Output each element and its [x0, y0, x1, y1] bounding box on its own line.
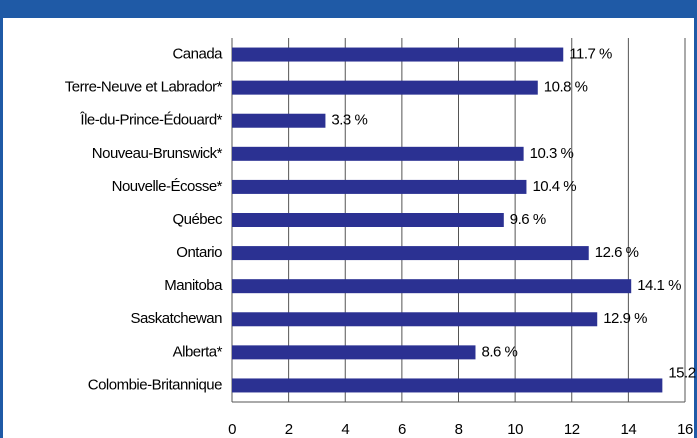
- y-tick-label: Nouvelle-Écosse*: [112, 178, 223, 195]
- bar: [232, 47, 564, 62]
- y-tick-label: Île-du-Prince-Édouard*: [79, 112, 222, 129]
- y-tick-label: Colombie-Britannique: [88, 376, 222, 393]
- bar: [232, 246, 589, 261]
- bar: [232, 80, 538, 95]
- value-label: 14.1 %: [637, 277, 681, 294]
- y-tick-label: Canada: [172, 46, 223, 63]
- x-tick-label: 2: [285, 421, 293, 438]
- y-tick-label: Nouveau-Brunswick*: [92, 145, 223, 162]
- x-tick-label: 14: [621, 421, 637, 438]
- y-tick-label: Saskatchewan: [130, 310, 222, 327]
- value-label: 3.3 %: [331, 112, 367, 129]
- value-label: 12.9 %: [603, 310, 647, 327]
- bar: [232, 378, 663, 393]
- value-label: 10.3 %: [530, 145, 574, 162]
- header-band: [0, 0, 697, 18]
- value-label: 10.4 %: [532, 178, 576, 195]
- bar: [232, 279, 632, 294]
- x-tick-label: 4: [341, 421, 349, 438]
- value-label: 8.6 %: [481, 343, 517, 360]
- bar: [232, 113, 326, 128]
- x-tick-label: 12: [564, 421, 580, 438]
- value-label: 11.7 %: [569, 46, 612, 63]
- bar: [232, 179, 527, 194]
- right-border: [694, 18, 697, 438]
- bar: [232, 213, 504, 227]
- value-label: 12.6 %: [595, 244, 639, 261]
- bar: [232, 345, 476, 360]
- x-tick-label: 6: [398, 421, 406, 438]
- y-tick-label: Alberta*: [173, 343, 223, 360]
- value-label: 15.2 %: [668, 364, 697, 381]
- bar: [232, 146, 524, 161]
- x-tick-label: 0: [228, 421, 236, 438]
- left-border: [0, 18, 3, 438]
- value-label: 10.8 %: [544, 79, 588, 96]
- y-tick-label: Terre-Neuve et Labrador*: [65, 79, 223, 96]
- y-tick-label: Ontario: [176, 244, 222, 261]
- x-tick-label: 16: [677, 421, 693, 438]
- y-tick-label: Manitoba: [164, 277, 223, 294]
- bar: [232, 312, 598, 327]
- x-tick-label: 8: [455, 421, 463, 438]
- y-tick-label: Québec: [172, 211, 223, 228]
- x-tick-label: 10: [507, 421, 523, 438]
- value-label: 9.6 %: [510, 211, 546, 228]
